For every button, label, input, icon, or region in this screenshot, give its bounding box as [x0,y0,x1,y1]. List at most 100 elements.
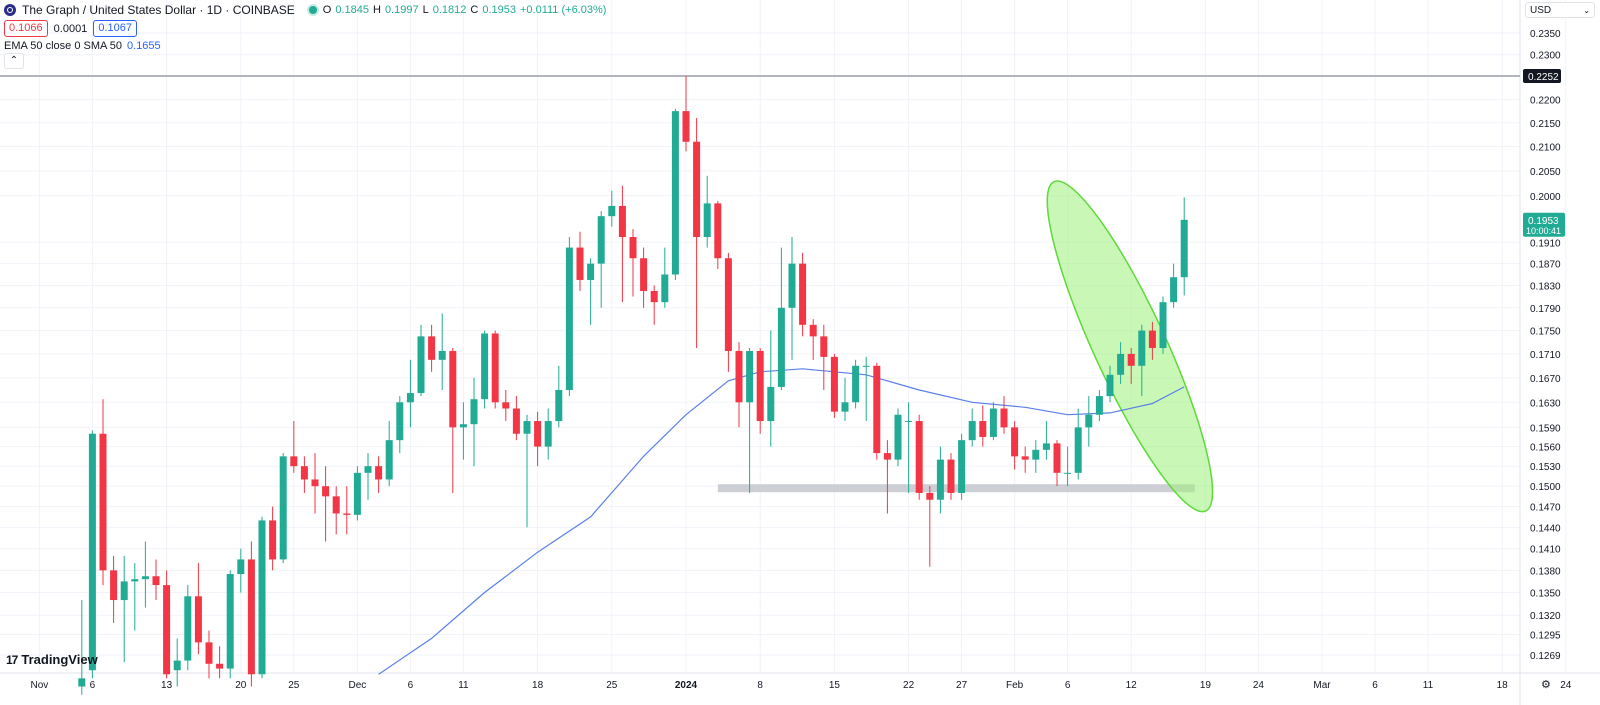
candle-up[interactable] [1170,263,1178,308]
candle-down[interactable] [926,486,934,567]
candle-up[interactable] [459,402,467,460]
candle-up[interactable] [788,236,796,360]
candle-down[interactable] [576,231,584,291]
candle-down[interactable] [491,330,499,409]
candle-up[interactable] [1085,396,1093,447]
candle-down[interactable] [979,405,987,447]
candle-down[interactable] [375,456,383,493]
candle-up[interactable] [671,108,679,280]
candle-up[interactable] [597,211,605,308]
candle-down[interactable] [152,559,160,601]
candle-up[interactable] [968,408,976,447]
candle-down[interactable] [640,247,648,308]
candle-down[interactable] [99,399,107,586]
candle-down[interactable] [756,348,764,434]
candle-up[interactable] [226,570,234,679]
candle-down[interactable] [820,324,828,390]
candle-down[interactable] [332,486,340,535]
candle-down[interactable] [629,229,637,297]
candle-up[interactable] [1106,365,1114,403]
candle-down[interactable] [1148,321,1156,360]
candle-up[interactable] [364,453,372,500]
candle-up[interactable] [767,330,775,447]
candle-up[interactable] [1159,296,1167,354]
candle-down[interactable] [247,541,255,687]
time-axis[interactable]: Nov 6 13 20 25 Dec 6 11 18 25 2024 8 15 22 27 Feb 6 12 19 2… [31,680,1572,691]
collapse-legend-button[interactable]: ⌃ [4,53,24,69]
candle-up[interactable] [396,396,404,454]
candle-down[interactable] [809,319,817,360]
candle-up[interactable] [555,365,563,428]
candle-down[interactable] [1011,421,1019,470]
symbol-title[interactable]: The Graph / United States Dollar · 1D · … [22,3,295,17]
candle-down[interactable] [947,453,955,500]
candle-down[interactable] [502,389,510,422]
buy-price-button[interactable]: 0.1067 [93,20,137,37]
candle-down[interactable] [428,324,436,372]
candle-up[interactable] [1032,440,1040,473]
candle-up[interactable] [894,408,902,467]
candle-down[interactable] [873,362,881,460]
candle-down[interactable] [205,630,213,679]
candle-up[interactable] [841,377,849,422]
candle-down[interactable] [724,252,732,372]
candle-down[interactable] [300,456,308,493]
candle-down[interactable] [682,75,690,152]
candle-up[interactable] [1064,446,1072,487]
candle-up[interactable] [131,563,139,631]
candle-down[interactable] [449,348,457,493]
candle-down[interactable] [618,185,626,303]
candle-up[interactable] [523,414,531,528]
candle-down[interactable] [650,285,658,325]
candle-up[interactable] [279,453,287,564]
candle-down[interactable] [512,396,520,441]
candle-up[interactable] [120,555,128,663]
candle-up[interactable] [141,541,149,608]
candle-up[interactable] [78,600,86,695]
candle-up[interactable] [661,247,669,308]
candlestick-series[interactable] [78,75,1188,695]
candle-up[interactable] [989,402,997,441]
candle-up[interactable] [905,402,913,493]
candle-down[interactable] [1021,446,1029,473]
candle-up[interactable] [184,585,192,671]
candle-down[interactable] [799,252,807,337]
candle-down[interactable] [163,570,171,679]
candle-down[interactable] [216,646,224,679]
candle-down[interactable] [693,118,701,349]
candle-up[interactable] [1042,421,1050,460]
candle-up[interactable] [385,421,393,487]
candle-up[interactable] [852,359,860,409]
candle-up[interactable] [587,258,595,325]
candle-up[interactable] [936,446,944,514]
candle-down[interactable] [311,453,319,514]
candle-up[interactable] [544,408,552,460]
candle-down[interactable] [915,414,923,500]
candle-up[interactable] [565,236,573,397]
price-axis[interactable]: 0.2350 0.2300 0.2200 0.2150 0.2100 0.2050 0.20… [1530,29,1561,662]
candle-down[interactable] [1053,440,1061,487]
candle-down[interactable] [1127,348,1135,384]
candle-down[interactable] [343,486,351,535]
tradingview-logo[interactable]: 17 TradingView [6,652,98,667]
candle-down[interactable] [714,200,722,270]
candle-down[interactable] [1000,396,1008,434]
settings-gear-icon[interactable]: ⚙ [1541,679,1551,691]
candle-up[interactable] [406,359,414,428]
candle-down[interactable] [534,411,542,467]
candle-up[interactable] [470,377,478,467]
indicator-legend[interactable]: EMA 50 close 0 SMA 50 0.1655 [4,40,161,52]
candle-up[interactable] [862,356,870,422]
candle-up[interactable] [777,247,785,390]
candle-up[interactable] [173,638,181,687]
candle-down[interactable] [883,440,891,514]
candle-up[interactable] [353,466,361,521]
candle-up[interactable] [703,175,711,248]
candle-up[interactable] [608,190,616,227]
candle-up[interactable] [481,330,489,409]
candle-down[interactable] [269,506,277,571]
candle-up[interactable] [958,433,966,500]
candle-down[interactable] [735,342,743,428]
candle-up[interactable] [1138,324,1146,397]
